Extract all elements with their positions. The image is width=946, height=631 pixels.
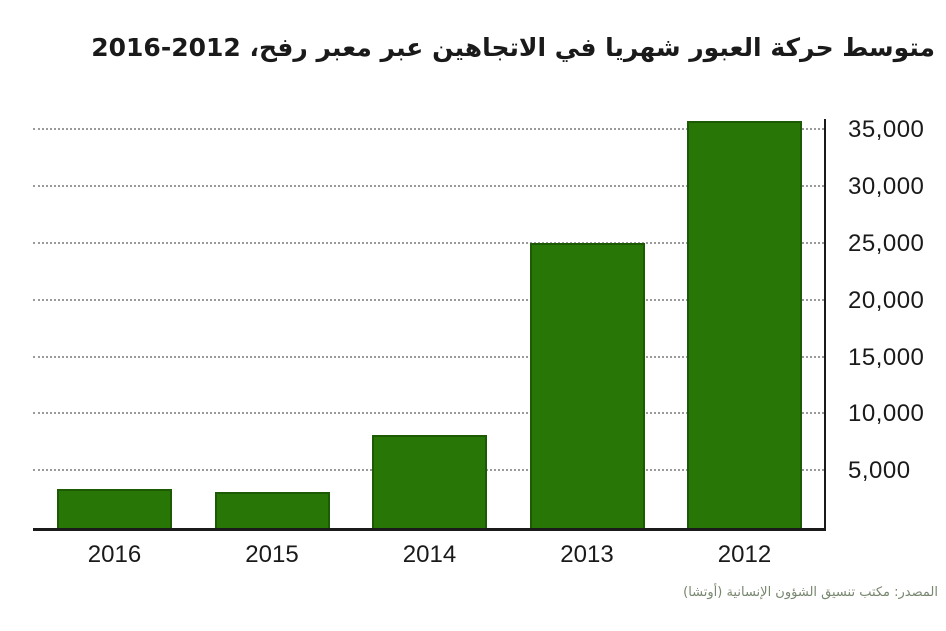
gridline-30000 xyxy=(33,185,824,188)
gridline-10000 xyxy=(33,412,824,415)
gridline-20000 xyxy=(33,298,824,301)
bar-2013 xyxy=(529,242,645,528)
y-tick-label-10000: 10,000 xyxy=(848,400,925,428)
y-tick-label-30000: 30,000 xyxy=(848,173,925,201)
y-tick-label-20000: 20,000 xyxy=(848,286,925,314)
source-note: المصدر: مكتب تنسيق الشؤون الإنسانية (أوت… xyxy=(683,585,938,600)
chart-title: متوسط حركة العبور شهريا في الاتجاهين عبر… xyxy=(91,33,935,62)
x-tick-label-2014: 2014 xyxy=(402,541,457,568)
bar-2015 xyxy=(214,491,330,528)
y-tick-label-15000: 15,000 xyxy=(848,343,925,371)
x-tick-label-2013: 2013 xyxy=(560,541,614,568)
plot-area xyxy=(33,119,826,531)
bar-2012 xyxy=(687,121,802,528)
x-tick-label-2015: 2015 xyxy=(245,541,299,568)
gridline-25000 xyxy=(33,241,824,244)
gridline-35000 xyxy=(33,128,824,131)
y-tick-label-5000: 5,000 xyxy=(848,457,911,485)
x-tick-label-2012: 2012 xyxy=(717,541,772,568)
bar-2016 xyxy=(57,489,172,528)
gridline-15000 xyxy=(33,355,824,358)
y-tick-label-25000: 25,000 xyxy=(848,229,925,257)
x-tick-label-2016: 2016 xyxy=(87,541,142,568)
bar-2014 xyxy=(372,434,487,528)
y-tick-label-35000: 35,000 xyxy=(848,116,925,144)
